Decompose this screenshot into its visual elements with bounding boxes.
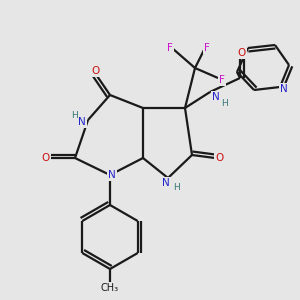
Text: N: N bbox=[78, 117, 86, 127]
Text: N: N bbox=[212, 92, 220, 102]
Text: CH₃: CH₃ bbox=[101, 283, 119, 293]
Text: O: O bbox=[238, 48, 246, 58]
Text: F: F bbox=[167, 43, 173, 53]
Text: O: O bbox=[91, 66, 99, 76]
Text: H: H bbox=[72, 110, 78, 119]
Text: H: H bbox=[172, 184, 179, 193]
Text: F: F bbox=[219, 75, 225, 85]
Text: N: N bbox=[280, 84, 288, 94]
Text: O: O bbox=[42, 153, 50, 163]
Text: N: N bbox=[162, 178, 170, 188]
Text: O: O bbox=[215, 153, 223, 163]
Text: F: F bbox=[204, 43, 210, 53]
Text: H: H bbox=[220, 100, 227, 109]
Text: N: N bbox=[108, 170, 116, 180]
